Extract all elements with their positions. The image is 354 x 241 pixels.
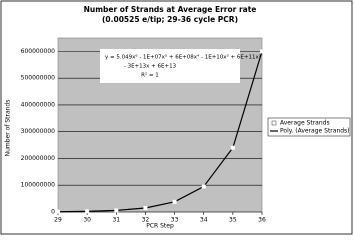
x-tick-label: 31 [112, 217, 120, 224]
legend-marker [271, 120, 277, 126]
point [114, 208, 119, 213]
point [85, 209, 90, 214]
point [260, 49, 264, 54]
x-tick-label: 35 [229, 217, 237, 224]
point [143, 205, 148, 210]
equation: R² = 1 [141, 72, 159, 79]
x-tick-label: 36 [258, 217, 266, 224]
x-axis-label: PCR Step [146, 223, 174, 230]
y-axis-label: Number of Strands [5, 100, 12, 157]
y-tick-label: 0 [51, 209, 55, 216]
point [56, 209, 60, 214]
x-tick-label: 33 [171, 217, 179, 224]
y-tick-label: 300000000 [21, 128, 56, 135]
point [201, 184, 206, 189]
y-tick-label: 200000000 [21, 155, 56, 162]
chart-title: Number of Strands at Average Error rate [84, 5, 257, 14]
legend-box [267, 117, 351, 137]
y-tick-label: 100000000 [21, 182, 56, 189]
point [172, 199, 177, 204]
legend-label: Poly. (Average Strands) [280, 128, 350, 135]
trend-line [57, 51, 263, 213]
point [230, 145, 235, 150]
legend-label: Average Strands [280, 120, 330, 127]
x-tick-label: 34 [200, 217, 208, 224]
y-tick-label: 400000000 [21, 101, 56, 108]
equation-box [100, 49, 240, 83]
x-tick-label: 32 [142, 217, 150, 224]
y-tick-label: 600000000 [21, 48, 56, 55]
equation: - 3E+13x + 6E+13 [124, 64, 177, 70]
x-tick-label: 30 [83, 217, 91, 224]
chart-subtitle: (0.00525 e/tip; 29-36 cycle PCR) [102, 15, 238, 24]
x-tick-label: 29 [54, 217, 62, 224]
equation: y = 5.049x⁶ - 1E+07x⁵ + 6E+08x⁴ - 1E+10x… [105, 54, 261, 61]
y-tick-label: 500000000 [21, 75, 56, 82]
